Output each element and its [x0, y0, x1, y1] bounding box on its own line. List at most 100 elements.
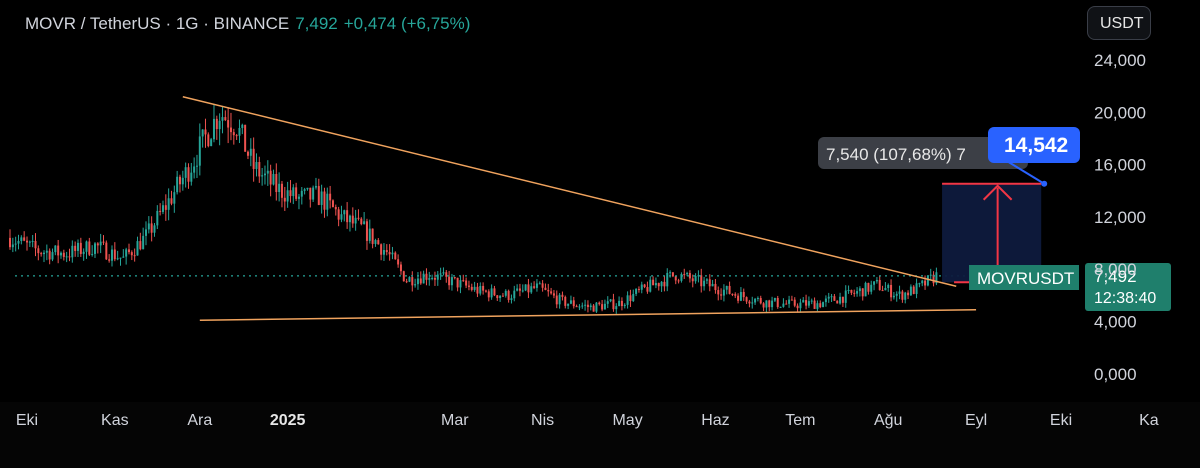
candle-body [388, 252, 391, 255]
y-tick-label: 12,000 [1094, 208, 1146, 227]
candle-body [603, 303, 606, 310]
candle-body [575, 306, 578, 308]
last-price-label: 7,492 [1094, 267, 1137, 286]
candle-body [932, 274, 935, 284]
candle-body [263, 173, 266, 176]
candle-body [708, 279, 711, 287]
candle-body [669, 272, 672, 274]
candle-body [232, 132, 235, 136]
candle-body [266, 170, 269, 174]
candle-body [584, 304, 587, 306]
candle-body [592, 305, 595, 312]
candle-body [462, 280, 465, 282]
candle-body [805, 300, 808, 306]
candle-body [853, 292, 856, 294]
countdown-label: 12:38:40 [1094, 290, 1156, 307]
candle-body [28, 241, 31, 243]
candle-body [518, 288, 521, 291]
candle-body [201, 129, 204, 137]
candle-body [394, 252, 397, 260]
candle-body [96, 243, 99, 246]
candle-body [348, 215, 351, 223]
candle-body [31, 240, 34, 242]
candle-body [334, 206, 337, 210]
candle-body [674, 276, 677, 281]
x-tick-label: Ka [1139, 412, 1159, 429]
candle-body [844, 290, 847, 303]
candle-body [317, 186, 320, 205]
candle-body [632, 293, 635, 302]
candle-body [374, 240, 377, 244]
candle-body [156, 210, 159, 226]
candle-body [739, 291, 742, 301]
target-arrow-head [982, 184, 1013, 201]
candle-body [470, 286, 473, 290]
candle-body [890, 284, 893, 298]
candle-body [368, 228, 371, 241]
candle-body [810, 300, 813, 302]
candle-body [312, 187, 315, 200]
candle-body [9, 237, 12, 248]
candle-body [26, 240, 28, 243]
candle-body [802, 300, 805, 303]
candle-body [159, 210, 162, 212]
candle-body [722, 289, 725, 296]
candle-body [371, 228, 374, 244]
candle-body [813, 300, 816, 309]
candle-body [249, 148, 252, 156]
candle-body [453, 277, 456, 279]
candle-body [37, 248, 40, 254]
candle-body [776, 297, 779, 307]
candle-body [91, 253, 94, 255]
candle-body [473, 286, 476, 290]
candle-body [139, 241, 142, 250]
x-tick-label: Eki [1050, 412, 1072, 429]
candle-body [833, 296, 836, 301]
candle-body [793, 299, 796, 306]
candle-body [346, 210, 349, 223]
candle-body [697, 275, 700, 277]
candle-body [578, 306, 581, 308]
candle-body [873, 281, 876, 285]
candle-body [79, 242, 82, 254]
candle-body [130, 252, 133, 256]
candle-body [816, 303, 819, 309]
candle-body [504, 290, 507, 296]
candle-body [442, 272, 445, 274]
candle-body [212, 118, 215, 140]
candle-body [841, 296, 844, 303]
candle-body [76, 242, 79, 251]
candle-body [99, 241, 102, 246]
candle-body [314, 186, 317, 188]
x-tick-label: Eki [16, 412, 38, 429]
candle-body [779, 306, 782, 308]
candle-body [870, 284, 873, 292]
symbol-title[interactable]: MOVR / TetherUS · 1G · BINANCE [25, 14, 290, 33]
candle-body [229, 127, 232, 133]
candle-body [11, 244, 14, 248]
candle-body [572, 300, 575, 307]
currency-button[interactable]: USDT [1087, 6, 1151, 40]
candle-body [671, 272, 674, 277]
x-tick-label: Ara [187, 412, 212, 429]
candle-body [887, 284, 890, 289]
candle-body [218, 120, 221, 130]
candle-body [824, 298, 827, 303]
candle-body [289, 190, 292, 197]
target-anchor-dot [1041, 180, 1048, 187]
candle-body [524, 284, 527, 291]
candle-body [397, 259, 400, 265]
candle-body [799, 302, 802, 309]
candle-body [898, 291, 901, 294]
candle-body [59, 252, 62, 256]
candle-body [258, 162, 261, 177]
time-axis-band [0, 402, 1200, 468]
candle-body [215, 118, 218, 130]
time-axis: Eki Kas Ara 2025 Mar Nis May Haz Tem Ağu Eyl Eki Ka [16, 412, 1159, 429]
candle-body [680, 274, 683, 281]
candle-body [428, 278, 431, 280]
symbol-badge [969, 265, 1079, 290]
candle-body [909, 286, 912, 296]
candle-body [737, 295, 740, 301]
